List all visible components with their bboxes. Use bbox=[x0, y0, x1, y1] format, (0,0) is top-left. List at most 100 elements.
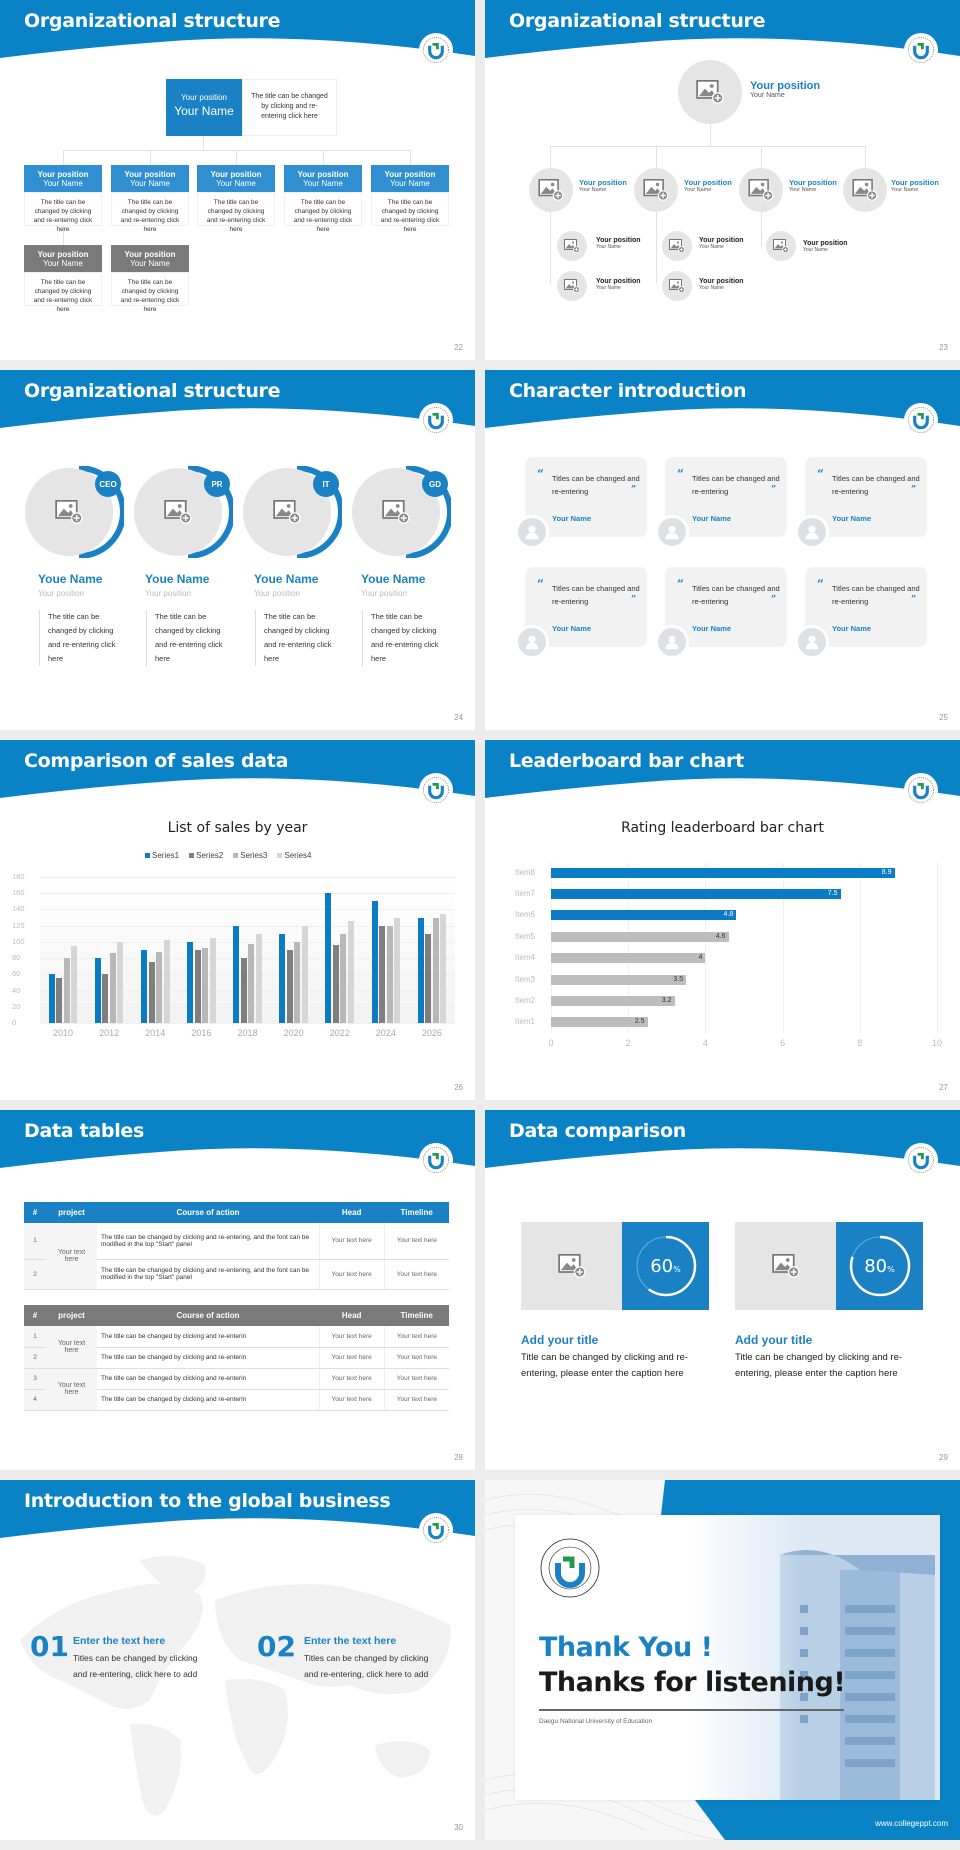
close-quote-icon: ” bbox=[631, 485, 637, 495]
y-category-label: Item8 bbox=[515, 867, 536, 877]
table-header-row: # project Course of action Head Timeline bbox=[24, 1202, 449, 1223]
person-icon bbox=[803, 633, 821, 651]
top-description: The title can be changed by clicking and… bbox=[242, 79, 337, 136]
photo-placeholder[interactable] bbox=[521, 1222, 622, 1310]
photo-placeholder[interactable] bbox=[662, 231, 692, 261]
member-description: The title can be changed by clicking and… bbox=[371, 192, 449, 233]
bar-series2 bbox=[332, 945, 339, 1023]
leaderboard-bar: 2.5 bbox=[551, 1017, 648, 1028]
slide-25[interactable]: Character introduction “ Titles can be c… bbox=[485, 370, 960, 730]
level3-label: Your position Your Name bbox=[803, 240, 848, 253]
photo-placeholder[interactable] bbox=[735, 1222, 836, 1310]
org-member-box[interactable]: Your position Your Name The title can be … bbox=[111, 165, 189, 233]
slide-24[interactable]: Organizational structure CEO PR IT GD Yo… bbox=[0, 370, 475, 730]
photo-placeholder[interactable] bbox=[739, 168, 783, 212]
role-badge: GD bbox=[422, 471, 448, 497]
slide-header: Comparison of sales data bbox=[0, 740, 475, 800]
y-category-label: Item3 bbox=[515, 974, 536, 984]
person-icon bbox=[663, 523, 681, 541]
slide-29[interactable]: Data comparison 60% Add your title Title… bbox=[485, 1110, 960, 1470]
image-add-icon bbox=[748, 179, 774, 201]
quote-text: Titles can be changed and re-entering bbox=[832, 584, 920, 606]
leaderboard-bar: 7.5 bbox=[551, 889, 841, 900]
photo-placeholder[interactable] bbox=[529, 168, 573, 212]
slide-23[interactable]: Organizational structure Your position Y… bbox=[485, 0, 960, 360]
page-number: 23 bbox=[939, 343, 948, 352]
slide-28[interactable]: Data tables # project Course of action H… bbox=[0, 1110, 475, 1470]
slide-26[interactable]: Comparison of sales data List of sales b… bbox=[0, 740, 475, 1100]
level2-label: Your position Your Name bbox=[579, 178, 627, 193]
position-text: Your position bbox=[699, 278, 744, 285]
photo-placeholder[interactable] bbox=[766, 231, 796, 261]
org-member-box[interactable]: Your position Your Name The title can be … bbox=[197, 165, 275, 233]
bar-series1 bbox=[48, 974, 55, 1023]
y-category-label: Item5 bbox=[515, 931, 536, 941]
website-link[interactable]: www.collegeppt.com bbox=[875, 1819, 948, 1828]
bar-series2 bbox=[148, 962, 155, 1023]
member-description: The title can be changed by clicking and… bbox=[24, 192, 102, 233]
quote-text: Titles can be changed and re-entering bbox=[832, 474, 920, 496]
table-row: 2 The title can be changed by clicking a… bbox=[24, 1347, 449, 1369]
photo-placeholder[interactable] bbox=[557, 271, 587, 301]
photo-placeholder[interactable] bbox=[557, 231, 587, 261]
org-member-box[interactable]: Your position Your Name The title can be … bbox=[111, 245, 189, 313]
slide-30[interactable]: Introduction to the global business 01 E… bbox=[0, 1480, 475, 1840]
bar-series4 bbox=[209, 937, 216, 1023]
bar-series3 bbox=[156, 951, 163, 1023]
item-title: Add your title bbox=[521, 1333, 599, 1347]
slide-title: Comparison of sales data bbox=[24, 750, 289, 772]
image-add-icon bbox=[564, 279, 580, 293]
column-header: project bbox=[46, 1305, 97, 1326]
slide-27[interactable]: Leaderboard bar chart Rating leaderboard… bbox=[485, 740, 960, 1100]
logo-icon bbox=[422, 36, 450, 64]
profile-ring[interactable]: CEO bbox=[24, 466, 124, 558]
person-icon bbox=[663, 633, 681, 651]
column-header: Head bbox=[319, 1202, 385, 1223]
close-quote-icon: ” bbox=[911, 485, 917, 495]
org-member-box[interactable]: Your position Your Name The title can be … bbox=[284, 165, 362, 233]
university-logo bbox=[419, 773, 453, 807]
photo-placeholder[interactable] bbox=[662, 271, 692, 301]
legend-item: Series2 bbox=[189, 851, 223, 860]
quote-text: Titles can be changed and re-entering bbox=[692, 584, 780, 606]
photo-placeholder[interactable] bbox=[634, 168, 678, 212]
member-description: The title can be changed by clicking and… bbox=[111, 272, 189, 313]
profile-ring[interactable]: GD bbox=[351, 466, 451, 558]
slide-header: Organizational structure bbox=[0, 370, 475, 430]
item-text[interactable]: Titles can be changed by clicking and re… bbox=[304, 1653, 429, 1679]
page-number: 26 bbox=[454, 1083, 463, 1092]
item-title[interactable]: Enter the text here bbox=[304, 1635, 397, 1647]
org-member-box[interactable]: Your position Your Name The title can be … bbox=[371, 165, 449, 233]
table-row: 4 The title can be changed by clicking a… bbox=[24, 1389, 449, 1411]
item-number: 02 bbox=[257, 1630, 296, 1663]
org-top-box[interactable]: Your position Your Name bbox=[166, 79, 242, 136]
bar-series3 bbox=[109, 953, 116, 1023]
percent-value: 80% bbox=[864, 1255, 895, 1277]
bar-series3 bbox=[202, 948, 209, 1023]
profile-ring[interactable]: PR bbox=[133, 466, 233, 558]
slide-22[interactable]: Organizational structure Your position Y… bbox=[0, 0, 475, 360]
item-title[interactable]: Enter the text here bbox=[73, 1635, 166, 1647]
thank-you-card: Thank You ! Thanks for listening! Daegu … bbox=[515, 1515, 940, 1800]
logo-icon bbox=[422, 406, 450, 434]
x-tick-label: 0 bbox=[548, 1038, 554, 1048]
photo-placeholder[interactable] bbox=[843, 168, 887, 212]
person-description: The title can be changed by clicking and… bbox=[362, 610, 442, 666]
role-badge: PR bbox=[204, 471, 230, 497]
bar-series1 bbox=[187, 941, 194, 1023]
item-text[interactable]: Titles can be changed by clicking and re… bbox=[73, 1653, 198, 1679]
bar-series3 bbox=[432, 917, 439, 1023]
org-member-box[interactable]: Your position Your Name The title can be … bbox=[24, 245, 102, 313]
slide-thank-you[interactable]: Thank You ! Thanks for listening! Daegu … bbox=[485, 1480, 960, 1840]
org-member-box[interactable]: Your position Your Name The title can be … bbox=[24, 165, 102, 233]
page-number: 30 bbox=[454, 1823, 463, 1832]
open-quote-icon: “ bbox=[817, 577, 824, 591]
chart-legend: Series1 Series2 Series3 Series4 bbox=[145, 851, 312, 860]
column-header: # bbox=[24, 1202, 46, 1223]
university-logo bbox=[419, 403, 453, 437]
photo-placeholder[interactable] bbox=[678, 60, 742, 124]
quote-card[interactable]: “ Titles can be changed and re-entering … bbox=[525, 457, 647, 537]
y-tick-label: 180 bbox=[12, 872, 25, 881]
profile-ring[interactable]: IT bbox=[242, 466, 342, 558]
name-text: Your Name bbox=[789, 187, 817, 193]
